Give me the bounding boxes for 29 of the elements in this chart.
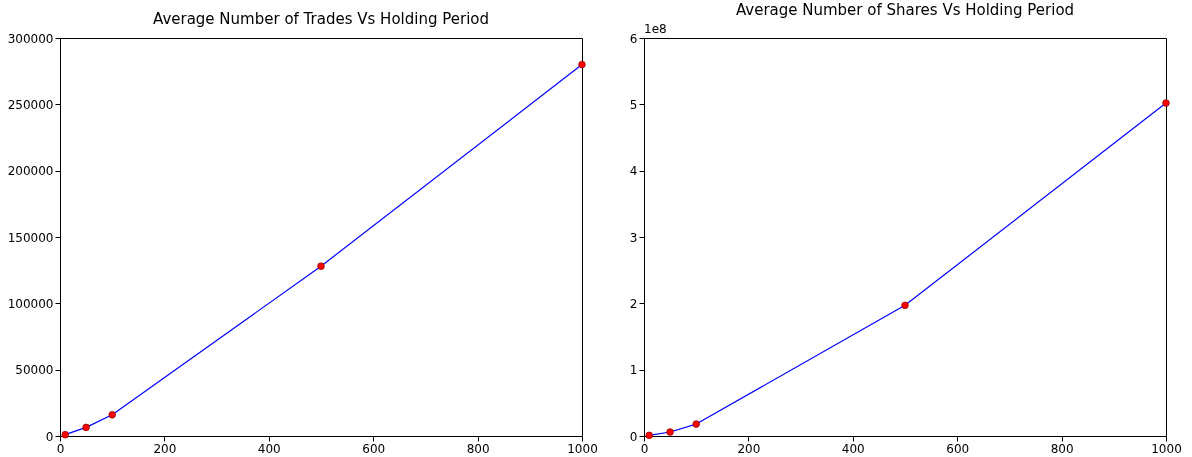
y-tick-label: 150000 [7,230,54,245]
y-tick-label: 6 [629,31,638,46]
x-tick-label: 400 [841,441,865,456]
y-tick-label: 0 [629,429,638,444]
x-tick-label: 400 [257,441,281,456]
x-tick-label: 800 [466,441,490,456]
x-tick-label: 600 [362,441,386,456]
y-tick-label: 3 [629,230,638,245]
x-tick-label: 200 [153,441,177,456]
chart-title: Average Number of Trades Vs Holding Period [153,10,489,28]
y-tick-label: 2 [629,296,638,311]
y-tick-label: 1 [629,363,638,378]
y-tick-label: 4 [629,164,638,179]
y-tick-label: 250000 [7,97,54,112]
x-tick-label: 1000 [567,441,598,456]
y-tick-label: 100000 [7,296,54,311]
y-tick-label: 5 [629,97,638,112]
x-tick-label: 600 [946,441,970,456]
y-tick-label: 50000 [15,363,54,378]
y-tick-label: 0 [45,429,54,444]
x-tick-label: 800 [1050,441,1074,456]
text: 1e8 [644,22,667,36]
y-tick-label: 200000 [7,164,54,179]
y-tick-label: 300000 [7,31,54,46]
x-tick-label: 0 [640,441,649,456]
chart-title: Average Number of Shares Vs Holding Period [735,1,1075,19]
x-tick-label: 1000 [1151,441,1182,456]
x-tick-label: 0 [56,441,65,456]
x-tick-label: 200 [737,441,761,456]
